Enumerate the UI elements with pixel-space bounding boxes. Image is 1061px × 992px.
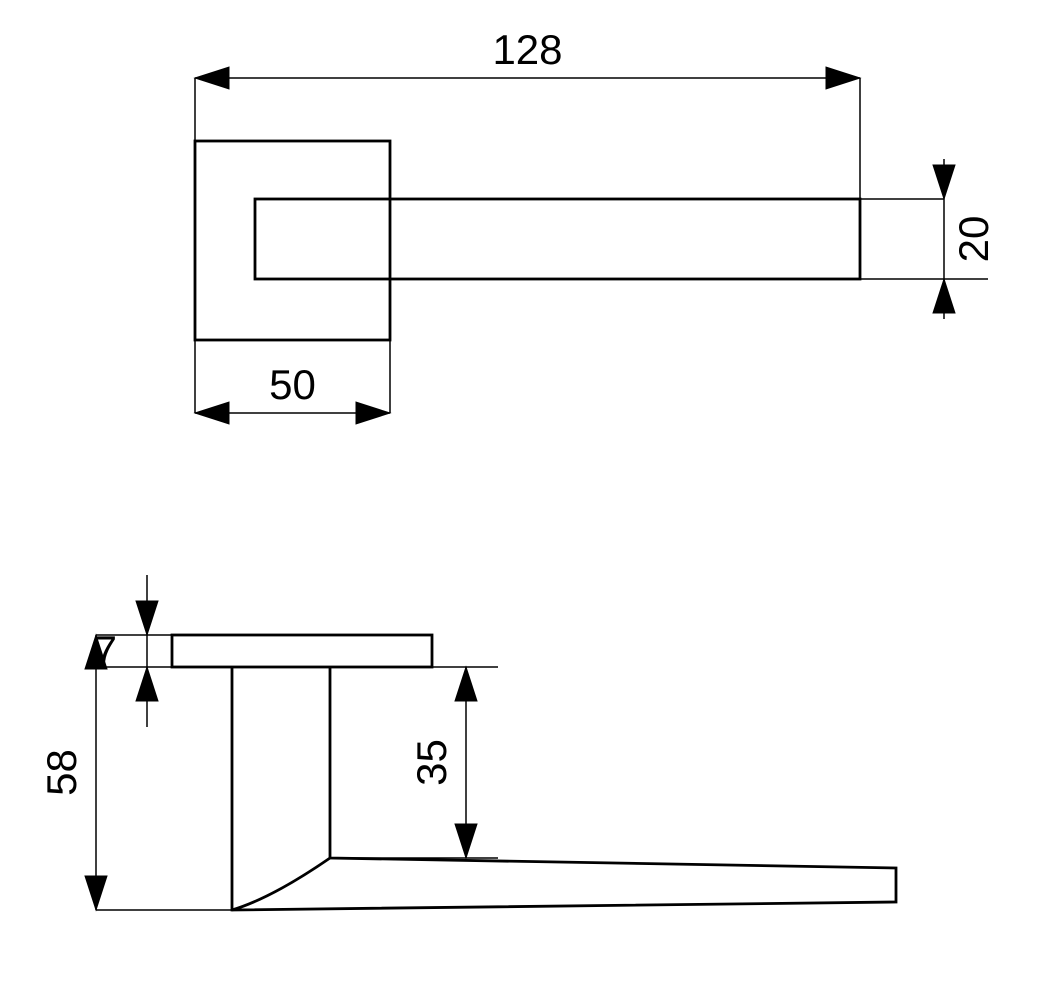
arrowhead (136, 601, 158, 635)
arrowhead (933, 165, 955, 199)
arrowhead (455, 824, 477, 858)
dim-50-label: 50 (269, 361, 316, 408)
arrowhead (85, 876, 107, 910)
arrowhead (136, 667, 158, 701)
side-lever-outline (232, 667, 896, 910)
arrowhead (933, 279, 955, 313)
dim-20-label: 20 (950, 216, 997, 263)
side-plate (172, 635, 432, 667)
arrowhead (356, 402, 390, 424)
dim-58-label: 58 (38, 749, 85, 796)
arrowhead (826, 67, 860, 89)
arrowhead (195, 402, 229, 424)
arrowhead (455, 667, 477, 701)
top-rosette (195, 141, 390, 340)
side-fillet (232, 858, 330, 910)
arrowhead (195, 67, 229, 89)
dim-35-label: 35 (408, 739, 455, 786)
top-handle (255, 199, 860, 279)
dim-128-label: 128 (492, 26, 562, 73)
